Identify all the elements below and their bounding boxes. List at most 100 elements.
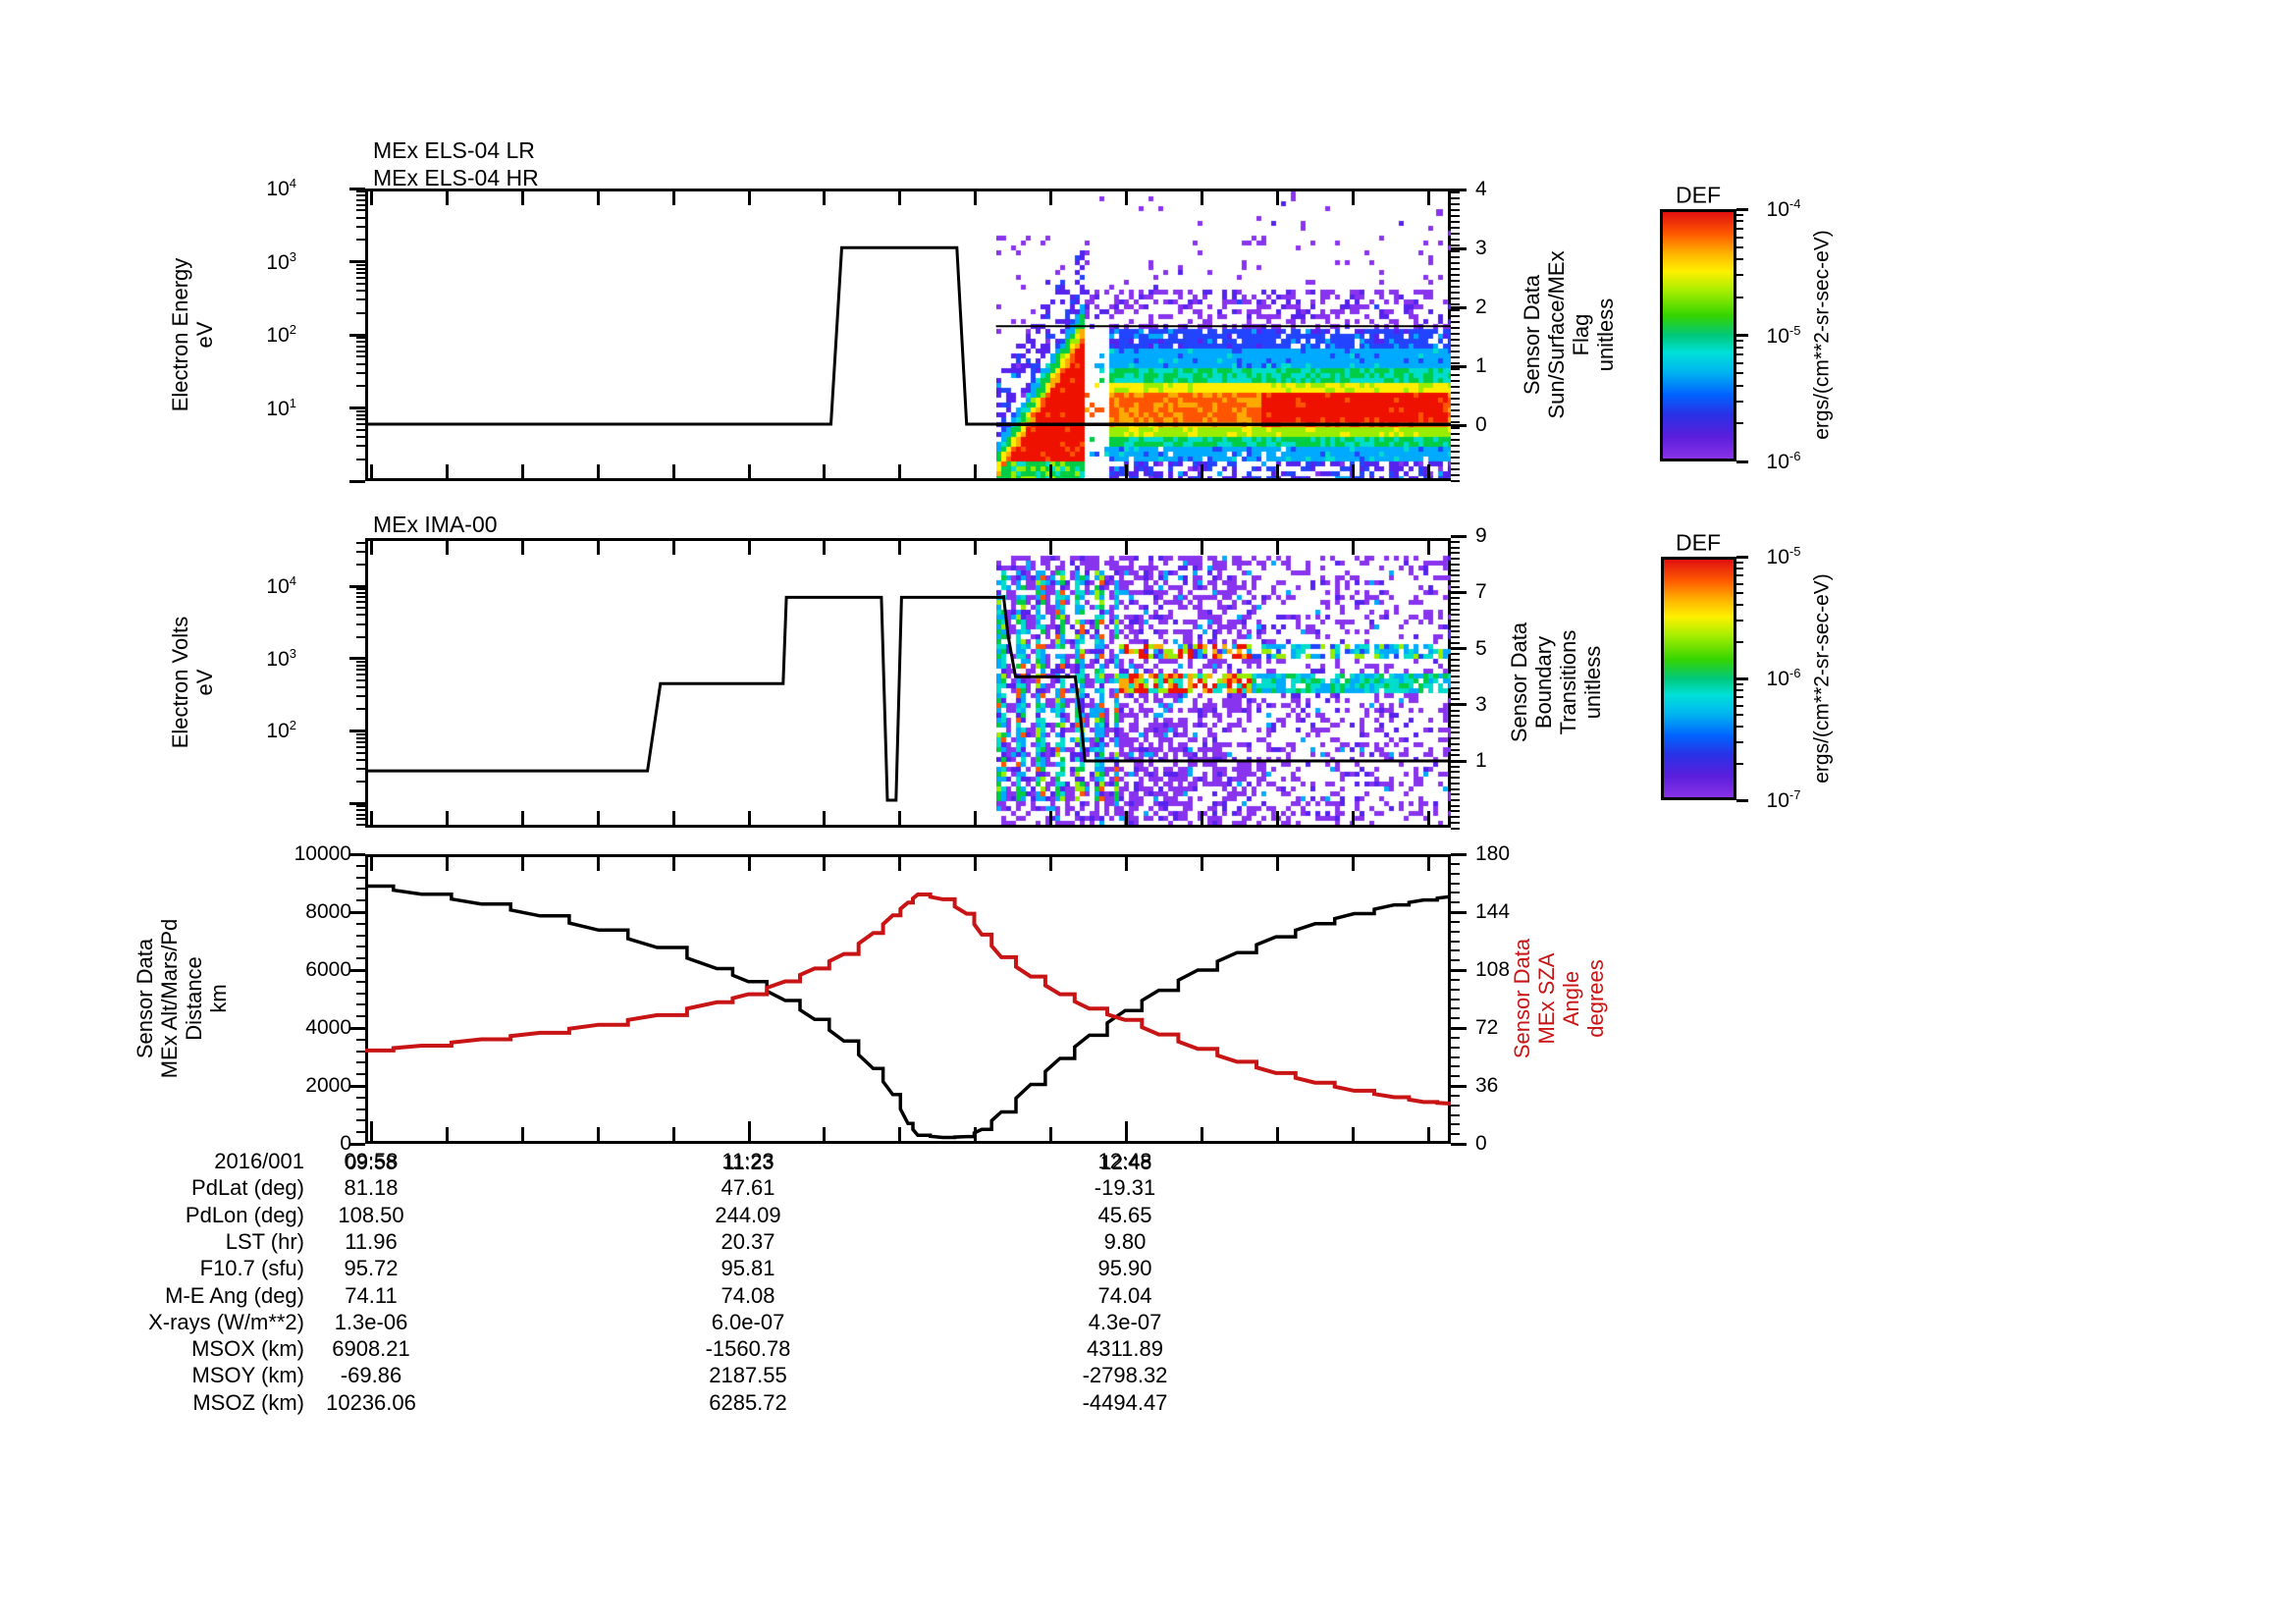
table-cell-value: 74.11 — [345, 1282, 398, 1308]
x-tick — [1200, 1127, 1203, 1141]
y-minor-tick — [1451, 215, 1460, 217]
y-minor-tick — [1451, 720, 1460, 723]
x-tick — [370, 811, 373, 825]
colorbar-major-tick — [1736, 460, 1748, 463]
y-minor-tick — [1451, 737, 1460, 740]
y-minor-tick — [1451, 262, 1460, 264]
altitude-line — [365, 884, 1452, 1140]
y-minor-tick — [356, 272, 365, 275]
els-sweep-line — [365, 245, 1451, 426]
y-minor-tick — [1451, 715, 1460, 718]
y-minor-tick — [356, 203, 365, 206]
table-time-value: 09:58 — [344, 1149, 399, 1173]
x-tick — [1200, 464, 1203, 478]
y-major-tick — [1451, 423, 1467, 427]
x-tick — [445, 811, 449, 825]
y-minor-tick — [356, 686, 365, 689]
x-tick — [370, 464, 373, 478]
sza-line — [365, 893, 1452, 1106]
x-tick — [1200, 191, 1203, 205]
table-cell-value: 95.72 — [344, 1256, 399, 1281]
right-tick-label: 1 — [1475, 749, 1487, 772]
colorbar-minor-tick — [1736, 689, 1743, 692]
x-major-tick — [747, 1121, 751, 1141]
y-major-tick — [1451, 703, 1467, 707]
y-minor-tick — [1451, 988, 1460, 991]
y-minor-tick — [1451, 731, 1460, 734]
y-minor-tick — [356, 190, 365, 193]
time-tick-label: 12:48 — [1099, 1152, 1152, 1174]
x-tick — [974, 1127, 978, 1141]
y-minor-tick — [1451, 256, 1460, 258]
colorbar-minor-tick — [1736, 245, 1743, 248]
y-minor-tick — [356, 198, 365, 201]
x-tick — [370, 857, 373, 871]
y-minor-tick — [356, 194, 365, 197]
colorbar-minor-tick — [1736, 213, 1743, 216]
x-tick — [823, 857, 827, 871]
y-major-tick — [349, 852, 365, 856]
km-tick-label: 2000 — [305, 1074, 351, 1097]
y-minor-tick — [1451, 268, 1460, 270]
y-minor-tick — [356, 458, 365, 460]
x-tick — [671, 191, 675, 205]
x-tick — [1049, 1127, 1053, 1141]
x-tick — [1426, 1127, 1430, 1141]
y-minor-tick — [1451, 692, 1460, 695]
colorbar-major-tick — [1736, 798, 1748, 802]
y-minor-tick — [356, 239, 365, 242]
x-tick — [520, 1127, 524, 1141]
y-minor-tick — [356, 1061, 365, 1064]
y-minor-tick — [1451, 1007, 1460, 1010]
table-row-label: MSOX (km) — [191, 1336, 304, 1362]
y-minor-tick — [1451, 810, 1460, 813]
table-cell-value: 95.90 — [1097, 1256, 1152, 1281]
y-minor-tick — [1451, 462, 1460, 464]
colorbar-major-tick — [1736, 676, 1748, 680]
y-minor-tick — [1451, 398, 1460, 400]
y-minor-tick — [1451, 787, 1460, 790]
right-tick-label: 0 — [1475, 1132, 1487, 1155]
y-minor-tick — [356, 337, 365, 340]
table-cell-value: 45.65 — [1097, 1202, 1152, 1227]
table-cell-value: -19.31 — [1094, 1175, 1156, 1201]
y-minor-tick — [1451, 1065, 1460, 1068]
y-minor-tick — [1451, 298, 1460, 299]
panel2-title: MEx IMA-00 — [373, 512, 498, 537]
colorbar-minor-tick — [1736, 726, 1743, 729]
y-minor-tick — [356, 311, 365, 314]
y-minor-tick — [356, 298, 365, 301]
log-tick-label: 104 — [266, 573, 296, 598]
y-minor-tick — [1451, 574, 1460, 577]
x-tick — [898, 464, 902, 478]
y-minor-tick — [1451, 777, 1460, 780]
table-time-value: 12:48 — [1097, 1149, 1152, 1173]
colorbar-tick-label: 10-7 — [1766, 787, 1801, 812]
y-minor-tick — [356, 635, 365, 638]
y-minor-tick — [356, 409, 365, 412]
y-minor-tick — [1451, 659, 1460, 662]
y-minor-tick — [356, 592, 365, 595]
y-minor-tick — [356, 362, 365, 365]
colorbar-minor-tick — [1736, 362, 1743, 364]
colorbar-minor-tick — [1736, 696, 1743, 699]
table-cell-value: 95.81 — [721, 1256, 775, 1281]
y-minor-tick — [1451, 636, 1460, 639]
y-minor-tick — [1451, 1017, 1460, 1020]
y-major-tick — [1451, 759, 1467, 763]
y-minor-tick — [356, 751, 365, 754]
x-tick — [823, 464, 827, 478]
y-minor-tick — [356, 980, 365, 983]
colorbar-2 — [1661, 557, 1736, 800]
y-minor-tick — [1451, 362, 1460, 364]
y-minor-tick — [1451, 709, 1460, 712]
x-tick — [1426, 811, 1430, 825]
y-major-tick — [349, 584, 365, 588]
table-cell-value: 6908.21 — [332, 1336, 410, 1362]
y-minor-tick — [356, 282, 365, 285]
colorbar-minor-tick — [1736, 619, 1743, 622]
y-minor-tick — [356, 216, 365, 219]
y-minor-tick — [1451, 782, 1460, 784]
x-tick — [974, 191, 978, 205]
x-tick — [747, 464, 751, 478]
